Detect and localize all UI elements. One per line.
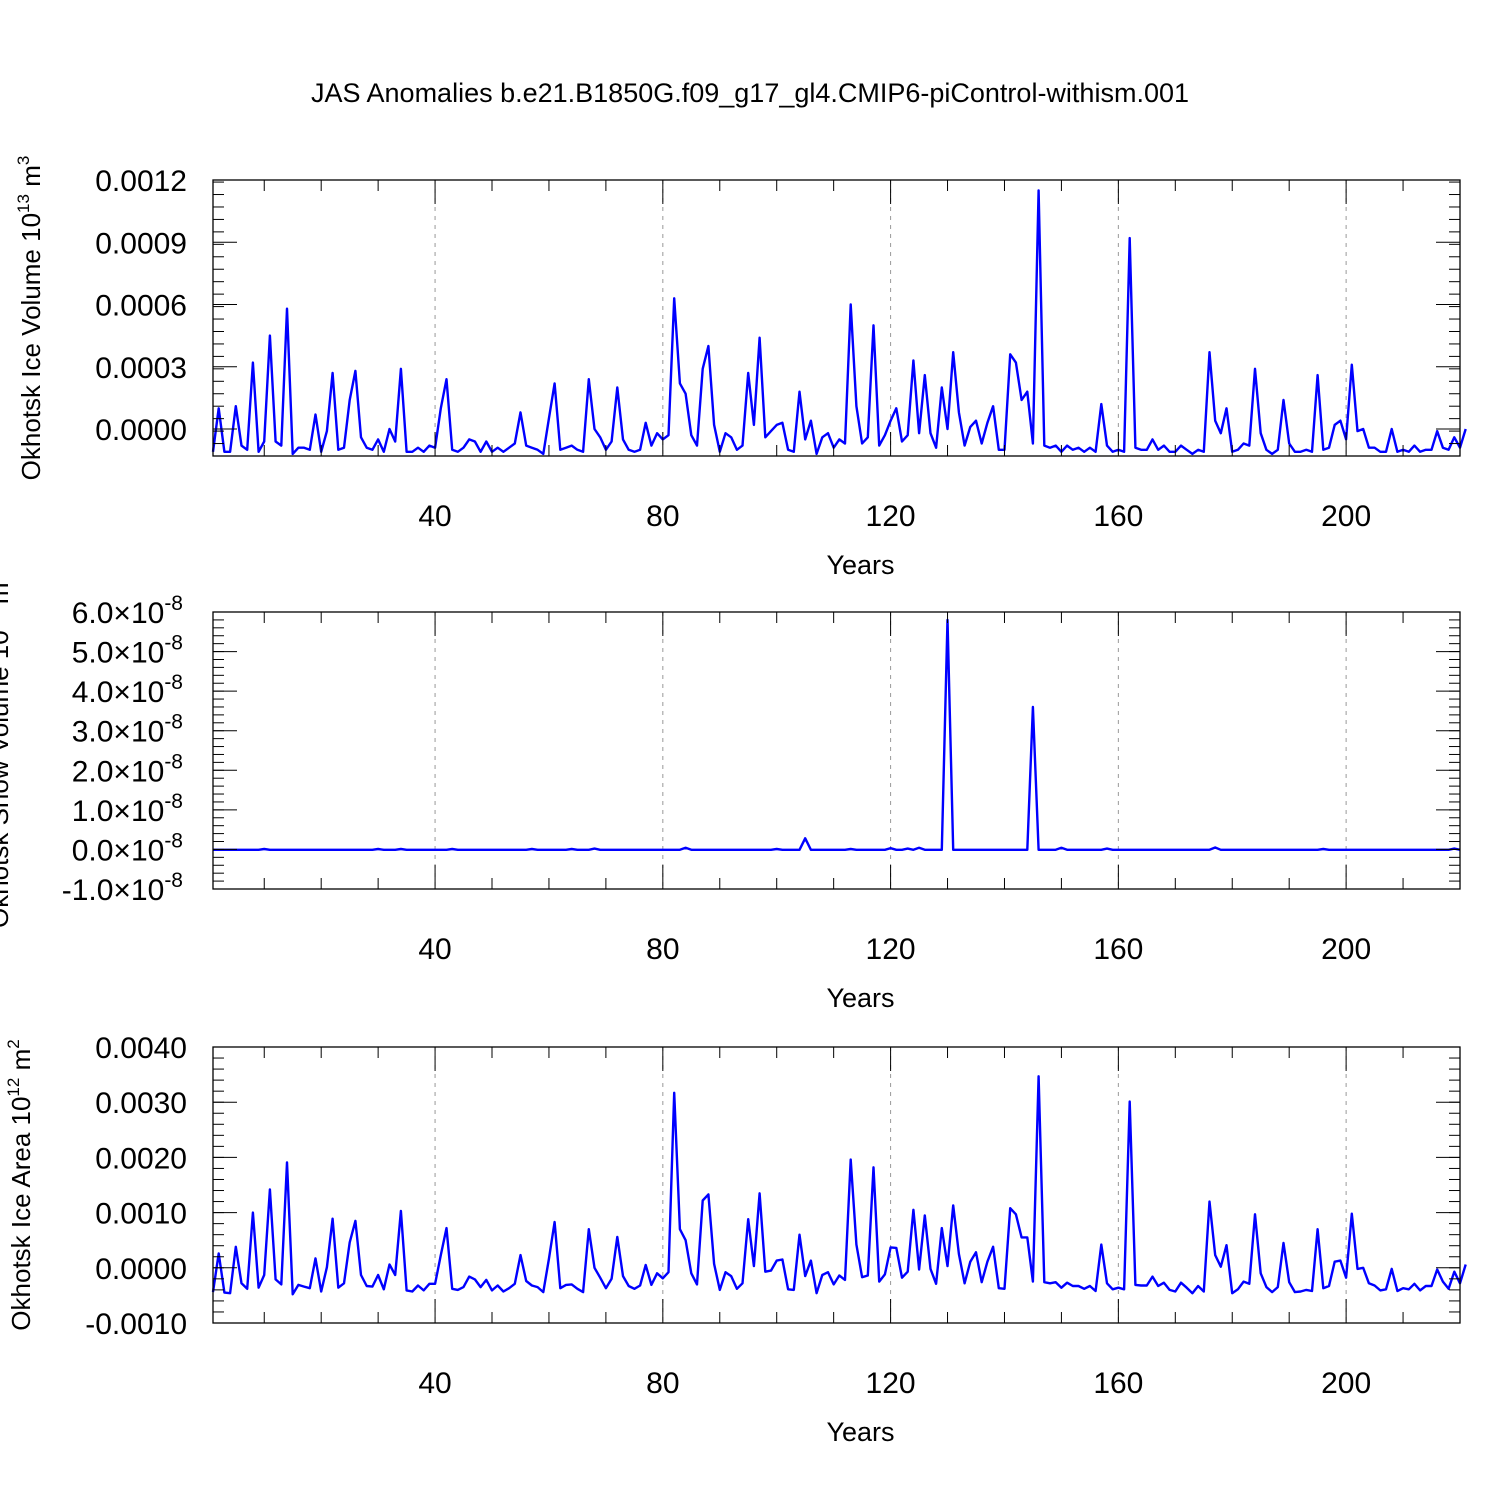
plot-frame: [212, 179, 1461, 457]
y-tick-label: 3.0×10-8: [72, 711, 183, 749]
y-tick-label: 0.0010: [95, 1198, 187, 1231]
series-line: [213, 618, 1461, 851]
series-line: [211, 1075, 1467, 1296]
x-tick-label: 80: [646, 500, 679, 533]
x-tick-label: 160: [1093, 500, 1143, 533]
x-tick-label: 200: [1321, 500, 1371, 533]
x-tick-label: 80: [646, 933, 679, 966]
y-tick-label: 0.0006: [95, 290, 187, 323]
y-tick-label: 0.0003: [95, 352, 187, 385]
y-tick-label: 0.0009: [95, 227, 187, 260]
y-tick-label: 4.0×10-8: [72, 671, 183, 709]
y-tick-label: 2.0×10-8: [72, 750, 183, 788]
x-tick-label: 40: [418, 500, 451, 533]
x-tick-label: 120: [866, 933, 916, 966]
y-tick-label: 0.0012: [95, 165, 187, 198]
x-tick-label: 40: [418, 933, 451, 966]
x-tick-label: 160: [1093, 933, 1143, 966]
y-tick-label: 0.0020: [95, 1142, 187, 1175]
x-tick-label: 200: [1321, 1367, 1371, 1400]
y-tick-label: 0.0000: [95, 414, 187, 447]
x-axis-label: Years: [826, 1417, 894, 1447]
y-tick-label: 0.0000: [95, 1253, 187, 1286]
y-axis-label: Okhotsk Ice Area 1012 m2: [4, 1039, 36, 1330]
x-tick-label: 120: [866, 500, 916, 533]
y-axis-label: Okhotsk Ice Volume 1013 m3: [14, 156, 46, 481]
y-tick-label: 0.0030: [95, 1087, 187, 1120]
y-tick-label: 0.0×10-8: [72, 829, 183, 867]
figure-title: JAS Anomalies b.e21.B1850G.f09_g17_gl4.C…: [311, 78, 1189, 108]
panel-2: 40 80 120 160 200 Years 6.0×10-85.0×10-84.0×10…: [0, 573, 1461, 1013]
y-tick-label: 5.0×10-8: [72, 632, 183, 670]
x-tick-label: 200: [1321, 933, 1371, 966]
series-line: [211, 189, 1467, 456]
y-axis-label: Okhotsk Snow Volume 1013 m3: [0, 573, 14, 928]
plot-frame: [212, 611, 1461, 890]
x-axis-label: Years: [826, 983, 894, 1013]
x-tick-label: 120: [866, 1367, 916, 1400]
y-tick-label: 6.0×10-8: [72, 592, 183, 630]
x-axis-label: Years: [826, 550, 894, 580]
x-tick-label: 160: [1093, 1367, 1143, 1400]
y-tick-label: 0.0040: [95, 1032, 187, 1065]
y-tick-label: -0.0010: [85, 1308, 187, 1341]
plot-frame: [212, 1046, 1461, 1324]
x-tick-label: 40: [418, 1367, 451, 1400]
panel-3: 40 80 120 160 200 Years 0.0040 0.0030 0.0020 0.00…: [4, 1032, 1467, 1447]
x-tick-label: 80: [646, 1367, 679, 1400]
y-tick-label: 1.0×10-8: [72, 790, 183, 828]
y-tick-label: -1.0×10-8: [62, 869, 183, 907]
panel-1: 40 80 120 160 200 Years 0.0012 0.0009 0.0006 0.00…: [14, 156, 1467, 580]
